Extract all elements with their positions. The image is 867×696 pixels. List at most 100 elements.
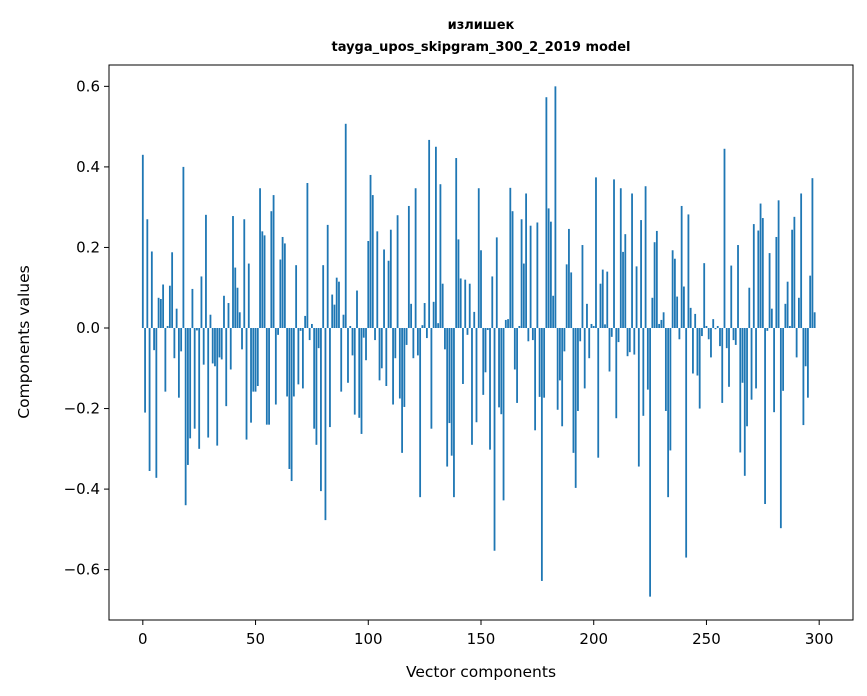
- bar: [356, 290, 358, 329]
- bar: [549, 221, 552, 329]
- bar: [148, 328, 151, 471]
- bar: [234, 267, 237, 329]
- bar: [791, 229, 794, 329]
- bar: [351, 328, 354, 356]
- bar: [164, 328, 167, 392]
- bar: [644, 186, 647, 329]
- bar: [247, 263, 250, 329]
- bars-group: [141, 86, 816, 597]
- bar: [741, 328, 744, 383]
- bar: [315, 328, 318, 445]
- bar: [669, 328, 672, 451]
- bar: [374, 328, 376, 341]
- y-axis-ticks: −0.6 −0.4 −0.2 0.0 0.2 0.4 0.6: [64, 77, 109, 579]
- bar: [387, 260, 390, 329]
- bar: [545, 97, 548, 329]
- bar: [748, 287, 751, 329]
- bar: [432, 301, 435, 329]
- bar: [755, 328, 757, 389]
- bar: [437, 323, 440, 329]
- bar: [642, 328, 645, 416]
- y-tick-label: −0.2: [64, 400, 100, 418]
- y-tick-label: −0.4: [64, 480, 100, 498]
- bar: [486, 328, 489, 331]
- bar: [166, 325, 169, 329]
- bar: [398, 328, 401, 399]
- bar: [617, 328, 620, 343]
- bar: [425, 328, 428, 339]
- bar: [581, 245, 584, 329]
- bar: [297, 328, 300, 385]
- bar: [189, 328, 192, 439]
- bar: [795, 328, 798, 358]
- bar: [464, 279, 467, 329]
- bar: [698, 328, 701, 409]
- bar: [403, 328, 406, 407]
- bar: [214, 328, 216, 367]
- bar: [216, 328, 219, 446]
- bar: [728, 328, 730, 387]
- bar: [658, 323, 661, 329]
- bar: [788, 325, 791, 329]
- bar: [412, 328, 415, 359]
- bar: [491, 276, 494, 329]
- bar: [205, 214, 207, 329]
- bar: [331, 294, 334, 329]
- bar: [768, 253, 771, 329]
- bar: [520, 219, 523, 329]
- bar: [716, 325, 719, 329]
- bar: [335, 277, 338, 329]
- bar: [225, 328, 228, 407]
- y-tick-label: 0.2: [76, 238, 100, 256]
- bar: [155, 328, 158, 478]
- bar: [308, 328, 311, 341]
- bar: [459, 278, 462, 329]
- bar: [365, 328, 367, 361]
- bar: [329, 328, 331, 428]
- bar: [270, 211, 273, 329]
- bar: [430, 328, 433, 429]
- bar: [649, 328, 651, 597]
- bar: [527, 328, 530, 342]
- bar: [809, 275, 812, 329]
- bar: [511, 211, 514, 329]
- bar: [157, 297, 160, 329]
- bar: [660, 319, 663, 329]
- bar: [624, 234, 627, 329]
- bar: [761, 218, 764, 329]
- bar: [626, 328, 629, 357]
- bar: [534, 328, 537, 431]
- bar: [256, 328, 259, 386]
- bar: [590, 323, 593, 329]
- bar: [378, 328, 381, 381]
- bar: [739, 328, 742, 453]
- bar: [804, 328, 807, 367]
- bar: [529, 225, 532, 329]
- bar: [482, 328, 485, 395]
- bar: [338, 281, 340, 329]
- bar: [561, 328, 564, 427]
- bar: [513, 328, 516, 370]
- bar: [705, 325, 708, 329]
- bar: [141, 154, 144, 329]
- bar: [177, 328, 180, 398]
- bar: [565, 264, 568, 329]
- bar: [229, 328, 232, 370]
- bar: [696, 328, 699, 376]
- bar: [392, 328, 394, 405]
- bar: [419, 328, 422, 498]
- bar: [608, 328, 611, 372]
- bar: [563, 328, 566, 352]
- bar: [223, 295, 225, 329]
- bar: [531, 328, 534, 341]
- bar: [423, 303, 426, 329]
- bar: [507, 319, 509, 329]
- bar: [369, 174, 372, 329]
- bar: [662, 312, 665, 329]
- bar: [475, 328, 478, 423]
- bar: [498, 328, 500, 408]
- bar: [171, 252, 174, 329]
- bar: [502, 328, 505, 501]
- bar: [207, 328, 210, 438]
- x-tick-label: 0: [138, 630, 148, 648]
